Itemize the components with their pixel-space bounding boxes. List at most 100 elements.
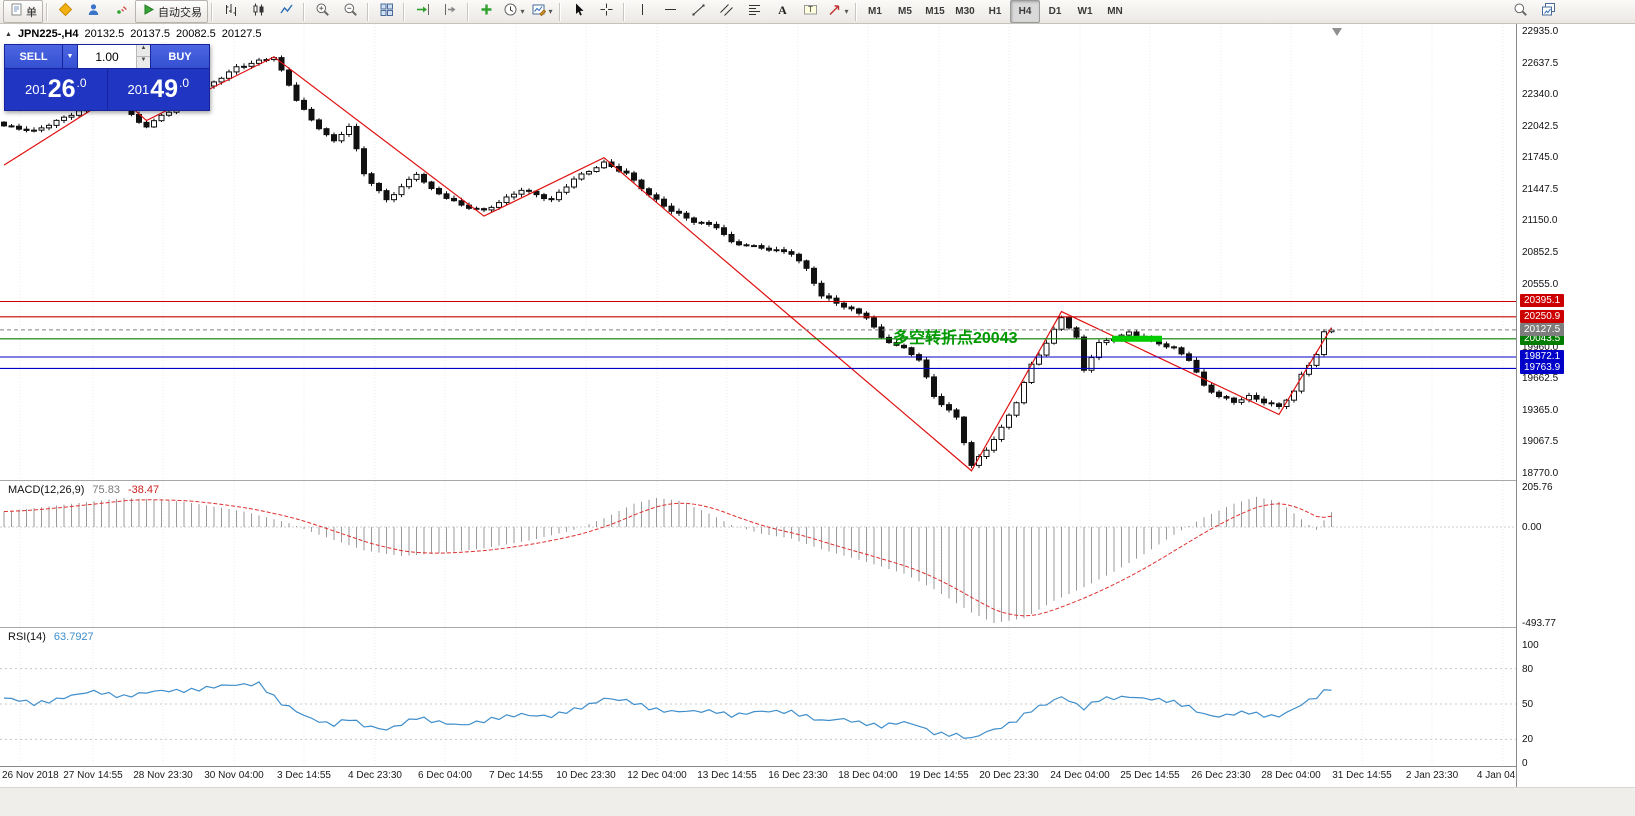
chart-shift-button[interactable] bbox=[436, 0, 464, 23]
time-axis-label: 13 Dec 14:55 bbox=[697, 770, 757, 781]
tf-w1-button[interactable]: W1 bbox=[1070, 0, 1100, 23]
tf-d1-button[interactable]: D1 bbox=[1040, 0, 1070, 23]
time-axis[interactable]: 26 Nov 2018 27 Nov 14:55 28 Nov 23:30 30 No… bbox=[0, 767, 1529, 787]
signals-button[interactable] bbox=[107, 0, 135, 23]
price-level-tag: 20395.1 bbox=[1520, 294, 1565, 308]
fibonacci-button[interactable] bbox=[740, 0, 768, 23]
bar-chart-icon bbox=[223, 2, 238, 22]
tf-m15-button[interactable]: M15 bbox=[920, 0, 950, 23]
svg-text:A: A bbox=[778, 3, 787, 17]
channel-button[interactable] bbox=[712, 0, 740, 23]
channel-icon bbox=[719, 2, 734, 22]
arrows-button[interactable]: ▾ bbox=[824, 0, 852, 23]
rsi-axis-label: 20 bbox=[1522, 734, 1534, 746]
tf-m1-button[interactable]: M1 bbox=[860, 0, 890, 23]
time-axis-label: 2 Jan 23:30 bbox=[1405, 770, 1459, 781]
toolbar-separator bbox=[855, 2, 857, 21]
time-axis-label: 4 Jan 04:00 bbox=[1476, 770, 1530, 781]
time-axis-label: 20 Dec 23:30 bbox=[979, 770, 1039, 781]
toolbar-separator bbox=[303, 2, 305, 21]
time-axis-label: 3 Dec 14:55 bbox=[277, 770, 331, 781]
buy-button[interactable]: BUY bbox=[151, 45, 209, 68]
new-chart-button[interactable] bbox=[1534, 0, 1562, 23]
rsi-axis-label: 0 bbox=[1522, 758, 1528, 769]
price-level-tag: 20250.9 bbox=[1520, 309, 1565, 323]
trendline-button[interactable] bbox=[684, 0, 712, 23]
search-button[interactable] bbox=[1506, 0, 1534, 23]
chart-shift-icon bbox=[443, 2, 458, 22]
tf-m5-button-label: M5 bbox=[898, 6, 912, 17]
horizontal-line-button[interactable] bbox=[656, 0, 684, 23]
time-axis-label: 31 Dec 14:55 bbox=[1332, 770, 1392, 781]
volume-down-icon[interactable]: ▼ bbox=[137, 57, 150, 68]
periods-icon bbox=[503, 2, 518, 22]
sell-button[interactable]: SELL bbox=[5, 45, 63, 68]
zoom-out-button[interactable] bbox=[336, 0, 364, 23]
macd-axis-label: -493.77 bbox=[1522, 617, 1556, 629]
tf-h4-button[interactable]: H4 bbox=[1010, 0, 1040, 23]
price-axis-label: 22935.0 bbox=[1522, 25, 1559, 37]
auto-scroll-button[interactable] bbox=[408, 0, 436, 23]
community-button[interactable] bbox=[51, 0, 79, 23]
order-type-dropdown[interactable]: ▼ bbox=[63, 45, 78, 68]
vertical-line-button[interactable] bbox=[628, 0, 656, 23]
autotrade-icon bbox=[141, 2, 156, 22]
text-label-button[interactable]: T bbox=[796, 0, 824, 23]
volume-input[interactable] bbox=[78, 45, 136, 68]
macd-chart[interactable] bbox=[0, 481, 1516, 627]
time-axis-label: 6 Dec 04:00 bbox=[418, 770, 472, 781]
tf-h1-button[interactable]: H1 bbox=[980, 0, 1010, 23]
status-strip bbox=[0, 787, 1635, 816]
new-order-button[interactable]: 单 bbox=[3, 0, 43, 23]
sell-price[interactable]: 201 26 .0 bbox=[5, 69, 108, 110]
rsi-chart[interactable] bbox=[0, 628, 1516, 766]
dropdown-caret-icon[interactable]: ▾ bbox=[548, 6, 553, 16]
price-axis-label: 18770.0 bbox=[1522, 467, 1559, 479]
ohlc-close: 20127.5 bbox=[221, 28, 262, 40]
price-axis-label: 22042.5 bbox=[1522, 120, 1559, 132]
volume-up-icon[interactable]: ▲ bbox=[137, 45, 150, 57]
zoom-in-button[interactable] bbox=[308, 0, 336, 23]
panel-separator[interactable] bbox=[0, 627, 1635, 628]
chart-region: ▲ JPN225-,H4 20132.5 20137.5 20082.5 201… bbox=[0, 24, 1529, 815]
ohlc-open: 20132.5 bbox=[84, 28, 125, 40]
periods-button[interactable]: ▾ bbox=[500, 0, 528, 23]
chart-annotation: 多空转折点20043 bbox=[893, 330, 1018, 347]
tf-mn-button[interactable]: MN bbox=[1100, 0, 1130, 23]
toolbar-separator bbox=[559, 2, 561, 21]
dropdown-caret-icon[interactable]: ▾ bbox=[520, 6, 525, 16]
time-axis-label: 16 Dec 23:30 bbox=[768, 770, 828, 781]
panel-separator[interactable] bbox=[0, 480, 1635, 481]
collapse-ohlc-icon[interactable]: ▲ bbox=[5, 30, 12, 38]
templates-button[interactable]: ▾ bbox=[528, 0, 556, 23]
dropdown-caret-icon[interactable]: ▾ bbox=[844, 6, 849, 16]
zoom-out-icon bbox=[343, 2, 358, 22]
autotrade-button[interactable]: 自动交易 bbox=[135, 0, 208, 23]
tf-m5-button[interactable]: M5 bbox=[890, 0, 920, 23]
indicators-button[interactable] bbox=[472, 0, 500, 23]
volume-spinner: ▲ ▼ bbox=[136, 45, 150, 68]
time-axis-label: 27 Nov 14:55 bbox=[63, 770, 123, 781]
profile-icon bbox=[86, 2, 101, 22]
price-chart[interactable] bbox=[0, 24, 1516, 480]
tile-windows-button[interactable] bbox=[372, 0, 400, 23]
tf-d1-button-label: D1 bbox=[1048, 6, 1062, 17]
cursor-button[interactable] bbox=[564, 0, 592, 23]
ohlc-low: 20082.5 bbox=[176, 28, 216, 40]
toolbar-separator bbox=[46, 2, 48, 21]
rsi-axis-label: 80 bbox=[1522, 663, 1534, 675]
price-axis-label: 19365.0 bbox=[1522, 404, 1559, 416]
bar-chart-button[interactable] bbox=[216, 0, 244, 23]
crosshair-button[interactable] bbox=[592, 0, 620, 23]
line-chart-button[interactable] bbox=[272, 0, 300, 23]
text-button[interactable]: A bbox=[768, 0, 796, 23]
tf-m30-button[interactable]: M30 bbox=[950, 0, 980, 23]
auto-scroll-icon bbox=[415, 2, 430, 22]
candlestick-button[interactable] bbox=[244, 0, 272, 23]
price-axis[interactable]: 22935.0 22637.5 22340.0 22042.5 21745.0 21447… bbox=[1516, 24, 1635, 787]
one-click-trading-panel: SELL ▼ ▲ ▼ BUY 201 26 .0 201 bbox=[4, 44, 210, 111]
macd-signal-value: -38.47 bbox=[127, 484, 160, 496]
profile-button[interactable] bbox=[79, 0, 107, 23]
buy-price[interactable]: 201 49 .0 bbox=[107, 69, 209, 110]
rsi-value: 63.7927 bbox=[53, 631, 94, 643]
